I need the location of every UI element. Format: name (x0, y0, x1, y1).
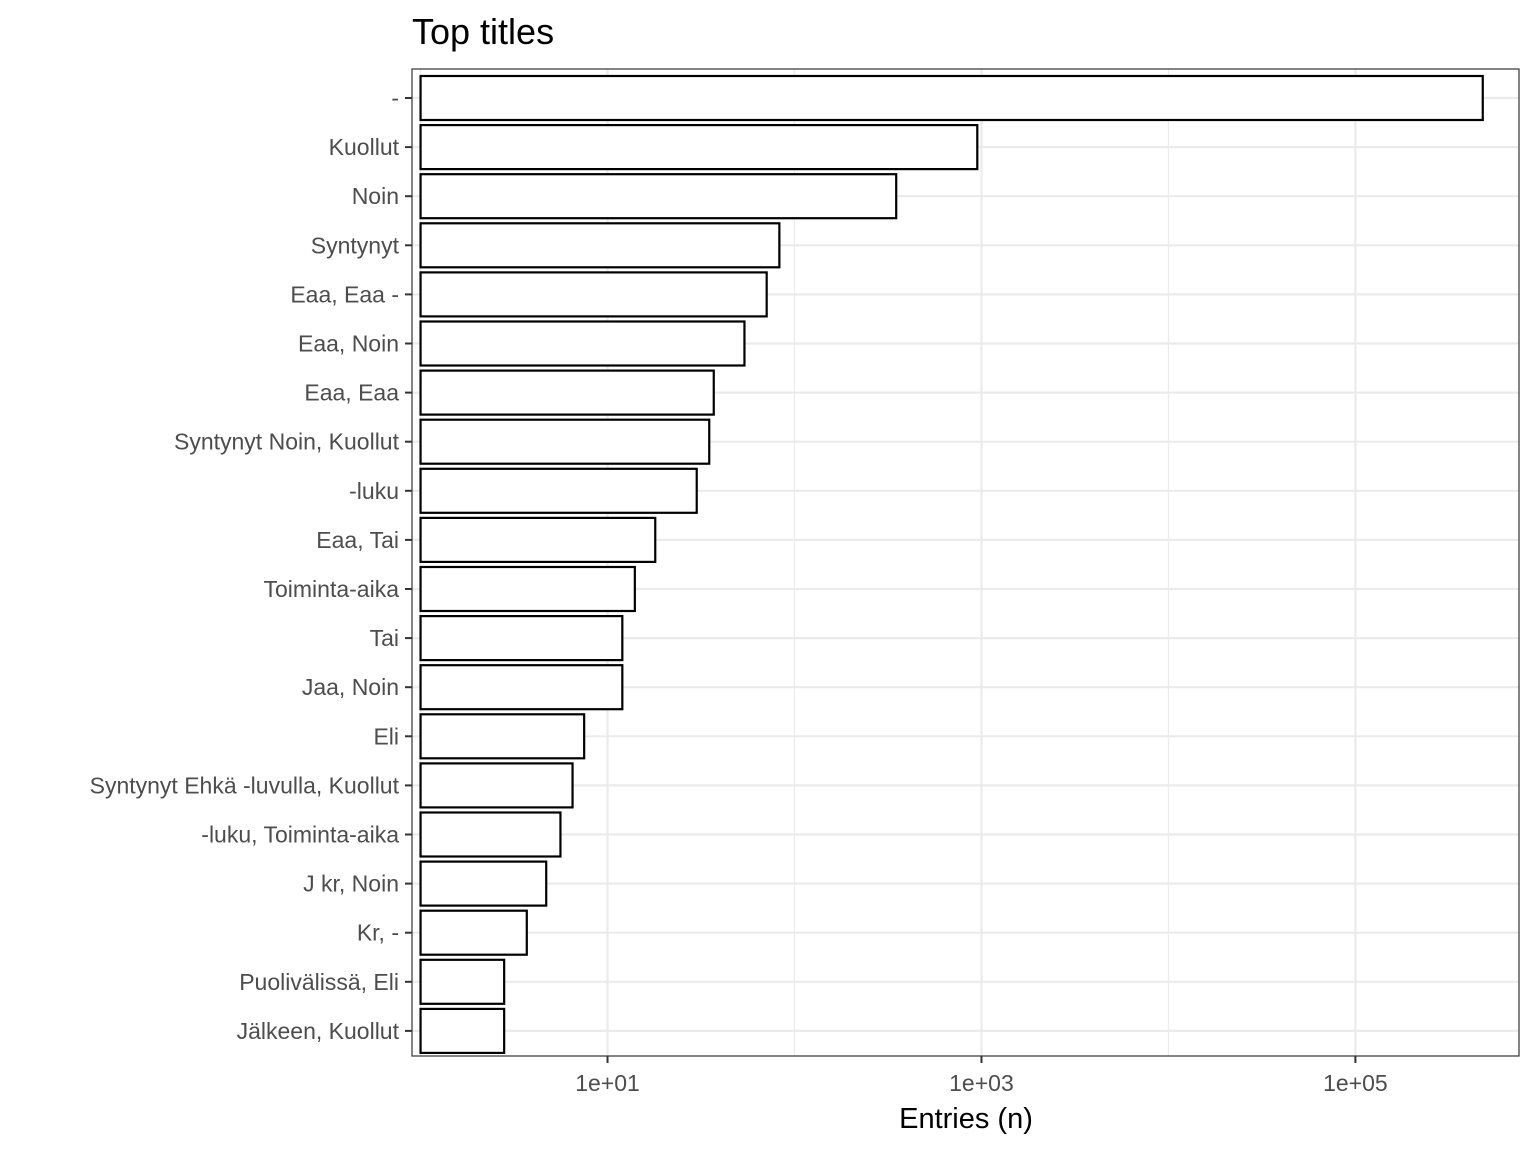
y-tick-label: -luku (349, 478, 399, 504)
bar (419, 516, 657, 564)
bar (419, 713, 586, 760)
y-tick-label: J kr, Noin (303, 871, 399, 897)
y-tick-label: Eli (373, 723, 399, 749)
y-tick-label: Kuollut (329, 134, 400, 160)
x-tick-label: 1e+03 (949, 1070, 1014, 1096)
y-tick-label: Puolivälissä, Eli (239, 969, 399, 995)
y-tick-label: Eaa, Eaa - (290, 281, 399, 307)
bar (419, 369, 715, 416)
bar (419, 271, 768, 318)
bar (419, 614, 624, 662)
y-tick-label: Noin (352, 183, 399, 209)
y-tick-label: Jälkeen, Kuollut (237, 1018, 400, 1044)
bar (419, 664, 624, 711)
y-tick-label: Tai (370, 625, 399, 651)
y-tick-label: -luku, Toiminta-aika (201, 822, 399, 848)
y-tick-label: - (391, 85, 399, 111)
y-tick-label: Jaa, Noin (302, 674, 399, 700)
bar (419, 418, 711, 465)
x-axis-label: Entries (n) (899, 1103, 1033, 1135)
bar (419, 467, 698, 514)
bar (419, 320, 746, 367)
bar (419, 958, 506, 1005)
panel-border (411, 68, 1520, 1057)
bar (419, 909, 528, 956)
chart-title: Top titles (412, 11, 554, 52)
bar (419, 74, 1484, 122)
y-tick-label: Syntynyt Ehkä -luvulla, Kuollut (90, 772, 400, 798)
y-tick-label: Eaa, Tai (316, 527, 399, 553)
y-tick-label: Syntynyt (311, 232, 400, 258)
bar (419, 222, 781, 269)
bars (419, 74, 1484, 1055)
y-tick-label: Eaa, Eaa (304, 380, 399, 406)
y-tick-label: Eaa, Noin (298, 331, 399, 357)
bar (419, 123, 979, 171)
y-tick-label: Kr, - (357, 920, 399, 946)
bar (419, 762, 574, 809)
bar (419, 565, 636, 613)
y-tick-label: Syntynyt Noin, Kuollut (174, 429, 400, 455)
y-tick-label: Toiminta-aika (264, 576, 400, 602)
x-tick-label: 1e+05 (1323, 1070, 1388, 1096)
bar (419, 1007, 506, 1055)
x-axis: 1e+01 1e+03 1e+05 (575, 1056, 1388, 1096)
bar (419, 860, 548, 907)
x-tick-label: 1e+01 (575, 1070, 640, 1096)
bar (419, 173, 898, 220)
bar (419, 811, 562, 858)
y-axis: - Kuollut Noin Syntynyt Eaa, Eaa - Eaa, Noin E… (90, 85, 412, 1044)
